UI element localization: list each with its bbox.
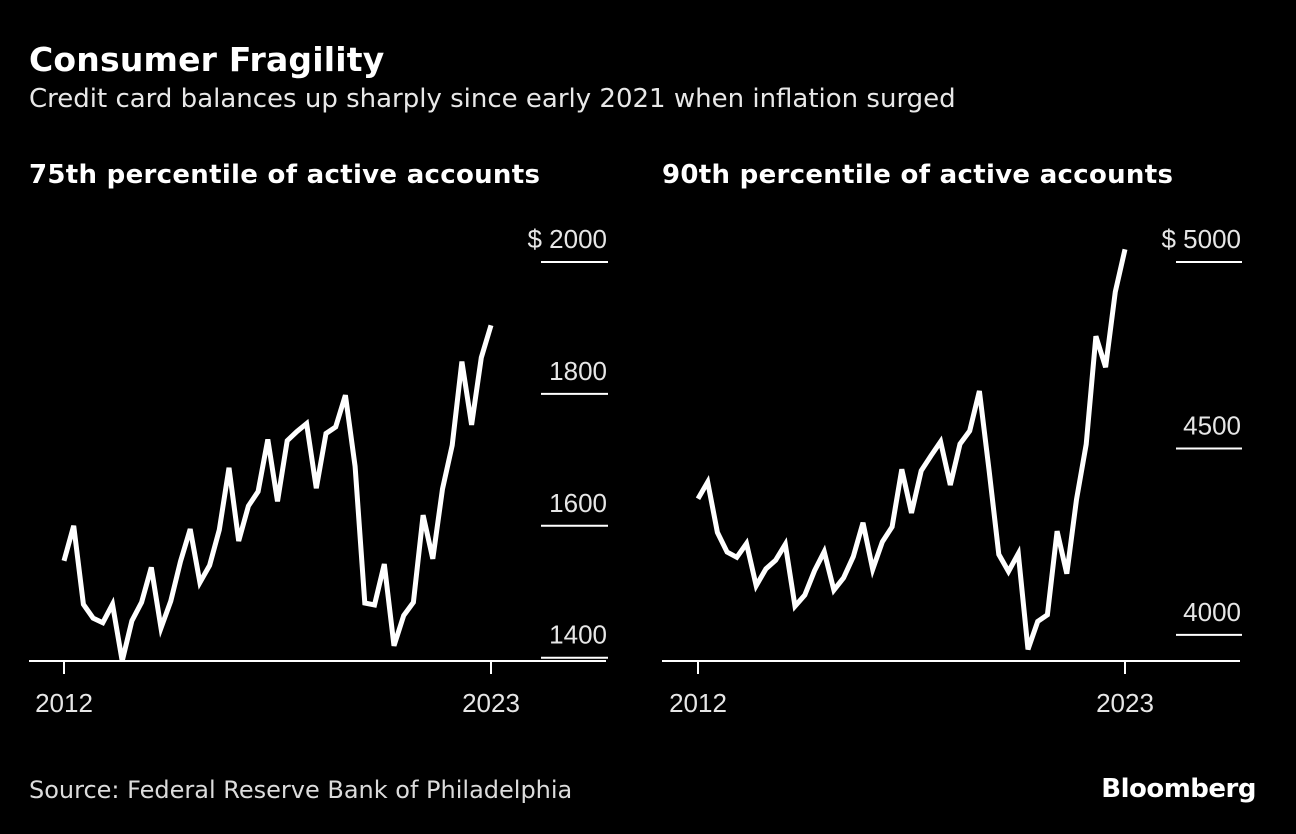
y-tick-label: 1400	[549, 620, 607, 650]
chart-subtitle: Credit card balances up sharply since ea…	[29, 84, 956, 114]
x-tick-label: 2012	[35, 688, 93, 718]
panel-title-75th: 75th percentile of active accounts	[29, 160, 541, 190]
source-note: Source: Federal Reserve Bank of Philadel…	[29, 776, 573, 804]
chart-title: Consumer Fragility	[29, 40, 385, 79]
x-tick-label: 2012	[669, 688, 727, 718]
y-tick-label: 1600	[549, 488, 607, 518]
y-tick-label: $ 5000	[1161, 224, 1241, 254]
x-tick-label: 2023	[1096, 688, 1154, 718]
y-tick-label: $ 2000	[527, 224, 607, 254]
y-tick-label: 4500	[1183, 410, 1241, 440]
panel-title-90th: 90th percentile of active accounts	[662, 160, 1174, 190]
x-tick-label: 2023	[462, 688, 520, 718]
bloomberg-logo: Bloomberg	[1101, 774, 1256, 804]
series-line-90th	[695, 248, 1128, 651]
y-tick-label: 4000	[1183, 597, 1241, 627]
y-tick-label: 1800	[549, 356, 607, 386]
chart-panel-90th: $ 5000 4500 4000 2012 2023	[662, 224, 1242, 718]
chart-panel-75th: $ 2000 1800 1600 1400 2012 2023	[29, 224, 608, 718]
series-line-75th	[61, 324, 494, 662]
